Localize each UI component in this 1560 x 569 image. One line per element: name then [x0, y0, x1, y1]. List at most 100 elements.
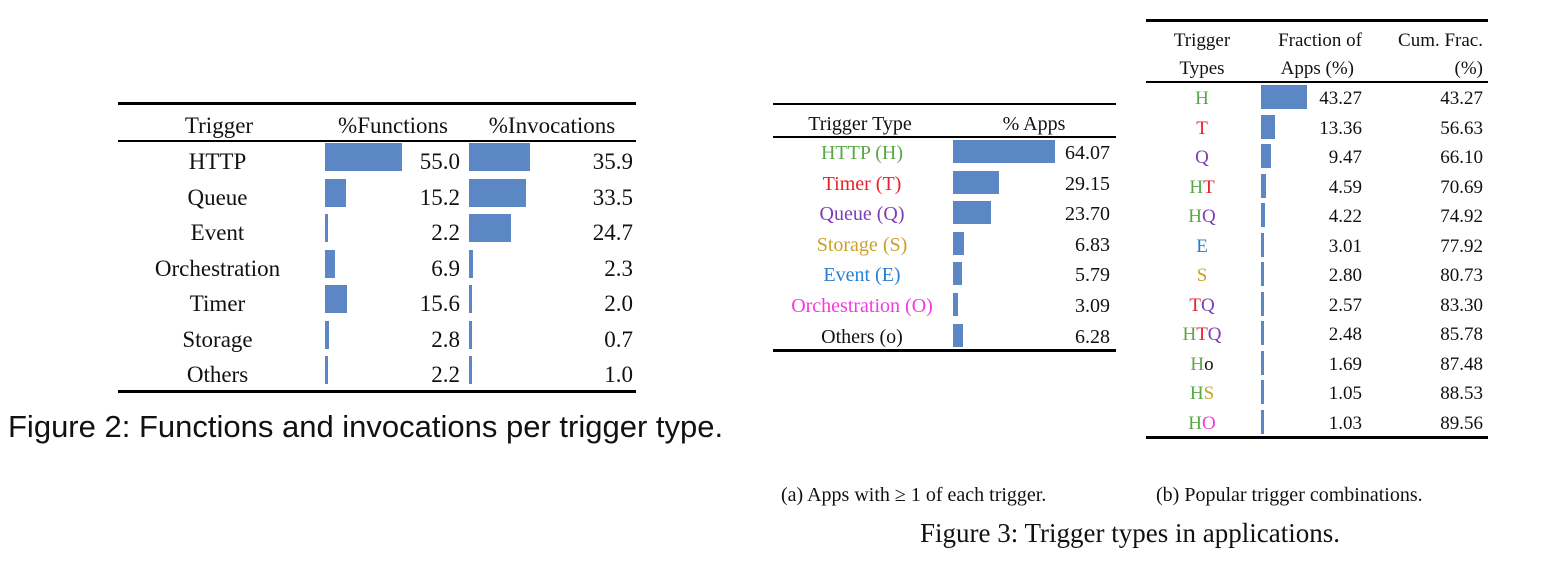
trigger-combination-label: H: [1150, 89, 1254, 108]
cumulative-value: 56.63: [1440, 117, 1483, 139]
trigger-label: HTTP: [188, 149, 247, 174]
trigger-combination-label: Q: [1150, 148, 1254, 167]
trigger-type-label: Others (o): [821, 325, 903, 348]
apps-value: 5.79: [1075, 264, 1110, 287]
apps-bar: [953, 262, 963, 286]
top-rule: [773, 103, 1116, 105]
functions-value: 55.0: [419, 149, 460, 174]
trigger-letter: T: [1196, 324, 1208, 345]
trigger-letter: O: [1202, 412, 1216, 434]
trigger-type-label: Storage (S): [816, 233, 908, 256]
top-rule: [1146, 19, 1488, 22]
top-rule: [118, 102, 636, 105]
fraction-value: 1.69: [1328, 353, 1362, 375]
figure-3-caption: Figure 3: Trigger types in applications.: [920, 518, 1340, 548]
bottom-rule: [118, 390, 636, 393]
trigger-combination-label: T: [1150, 119, 1254, 138]
figure-3a-caption: (a) Apps with ≥ 1 of each trigger.: [781, 484, 1047, 506]
apps-bar: [953, 201, 991, 225]
header-fraction-line2: Apps (%): [1280, 58, 1354, 79]
functions-bar: [325, 249, 335, 278]
invocations-bar: [469, 356, 472, 384]
invocations-bar: [469, 178, 526, 207]
apps-value: 3.09: [1075, 295, 1110, 317]
fraction-value: 43.27: [1319, 88, 1362, 109]
trigger-type-label: Orchestration (O): [791, 295, 933, 317]
fraction-bar: [1261, 173, 1266, 198]
fraction-value: 2.48: [1328, 324, 1362, 345]
header-cum-line1: Cum. Frac.: [1398, 30, 1483, 51]
header-cum-line2: (%): [1454, 58, 1483, 79]
bottom-rule: [1146, 436, 1488, 439]
functions-value: 6.9: [431, 255, 460, 281]
figure-3b-caption: (b) Popular trigger combinations.: [1156, 484, 1423, 506]
header-types-line1: Trigger: [1173, 30, 1231, 51]
apps-bar: [953, 170, 1000, 194]
trigger-letter: H: [1189, 176, 1204, 198]
cumulative-value: 87.48: [1440, 353, 1483, 375]
invocations-value: 35.9: [592, 149, 633, 174]
fraction-bar: [1261, 114, 1276, 139]
header-fraction-line1: Fraction of: [1278, 30, 1362, 51]
trigger-combination-label: HO: [1150, 414, 1254, 433]
apps-value: 6.28: [1075, 325, 1110, 348]
header-invocations: %Invocations: [488, 113, 616, 138]
functions-bar: [325, 143, 402, 171]
fraction-value: 9.47: [1328, 147, 1362, 168]
header-types-line2: Types: [1179, 58, 1225, 79]
cumulative-value: 88.53: [1440, 383, 1483, 404]
fraction-bar: [1261, 203, 1266, 227]
invocations-value: 2.0: [604, 291, 633, 316]
apps-bar: [953, 231, 964, 255]
figure-2-caption: Figure 2: Functions and invocations per …: [8, 409, 724, 444]
trigger-label: Queue: [187, 184, 248, 210]
invocations-value: 2.3: [604, 255, 633, 281]
functions-value: 15.6: [419, 291, 460, 316]
functions-value: 2.2: [431, 362, 460, 387]
header-trigger-type: Trigger Type: [808, 113, 912, 135]
trigger-letter: T: [1189, 294, 1201, 316]
apps-bar: [953, 293, 958, 316]
functions-value: 15.2: [419, 184, 460, 210]
trigger-type-label: Timer (T): [822, 172, 902, 195]
trigger-letter: Q: [1200, 294, 1215, 316]
apps-value: 23.70: [1065, 203, 1110, 226]
cumulative-value: 80.73: [1440, 265, 1483, 286]
fraction-value: 1.03: [1328, 412, 1362, 434]
fraction-bar: [1261, 350, 1264, 375]
fraction-bar: [1261, 380, 1264, 404]
header-functions: %Functions: [338, 113, 448, 138]
trigger-letter: S: [1196, 265, 1208, 286]
trigger-letter: Q: [1202, 206, 1216, 227]
header-trigger: Trigger: [184, 113, 254, 138]
mid-rule: [118, 140, 636, 142]
bottom-rule: [773, 349, 1116, 352]
trigger-letter: S: [1203, 383, 1215, 404]
apps-value: 29.15: [1065, 172, 1110, 195]
functions-value: 2.2: [431, 220, 460, 245]
trigger-letter: o: [1204, 353, 1214, 375]
trigger-letter: H: [1190, 353, 1205, 375]
apps-bar: [953, 140, 1055, 163]
cumulative-value: 85.78: [1440, 324, 1483, 345]
fraction-value: 2.57: [1328, 294, 1362, 316]
functions-value: 2.8: [431, 326, 460, 352]
trigger-combination-label: HS: [1150, 384, 1254, 403]
fraction-bar: [1261, 85, 1307, 109]
apps-bar: [953, 323, 963, 347]
functions-bar: [325, 178, 347, 207]
apps-value: 64.07: [1065, 142, 1110, 164]
invocations-bar: [469, 143, 531, 171]
invocations-bar: [469, 214, 511, 242]
fraction-bar: [1261, 291, 1264, 316]
fraction-bar: [1261, 144, 1272, 168]
fraction-value: 1.05: [1328, 383, 1362, 404]
cumulative-value: 43.27: [1440, 88, 1483, 109]
trigger-combination-label: HT: [1150, 178, 1254, 197]
cumulative-value: 83.30: [1440, 294, 1483, 316]
trigger-type-label: HTTP (H): [820, 142, 904, 164]
invocations-value: 0.7: [604, 326, 633, 352]
trigger-letter: T: [1196, 117, 1208, 139]
invocations-value: 24.7: [592, 220, 633, 245]
functions-bar: [325, 320, 329, 349]
